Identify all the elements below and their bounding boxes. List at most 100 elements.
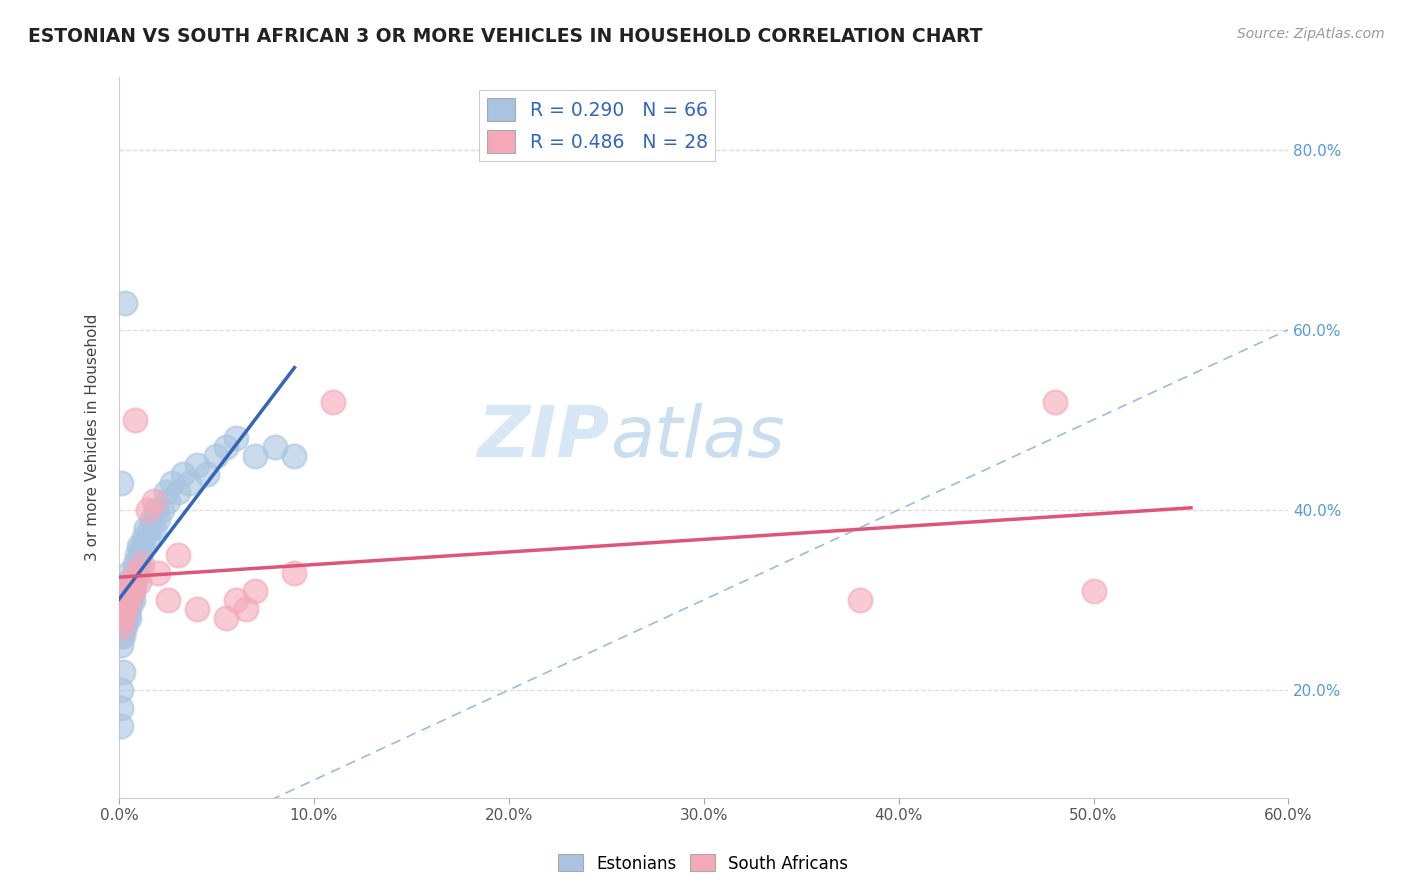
Point <box>166 548 188 562</box>
Point <box>110 620 132 634</box>
Point <box>118 593 141 607</box>
Point <box>322 394 344 409</box>
Point <box>1083 583 1105 598</box>
Point <box>111 665 134 679</box>
Point <box>195 467 218 481</box>
Point <box>124 413 146 427</box>
Text: atlas: atlas <box>610 403 785 472</box>
Point <box>114 593 136 607</box>
Point <box>110 638 132 652</box>
Point <box>848 593 870 607</box>
Point <box>155 484 177 499</box>
Point <box>186 458 208 472</box>
Point <box>135 521 157 535</box>
Point <box>150 503 173 517</box>
Point <box>145 503 167 517</box>
Point <box>146 512 169 526</box>
Legend: R = 0.290   N = 66, R = 0.486   N = 28: R = 0.290 N = 66, R = 0.486 N = 28 <box>479 90 716 161</box>
Point <box>121 583 143 598</box>
Point <box>120 574 142 589</box>
Point <box>111 620 134 634</box>
Point <box>215 611 238 625</box>
Point <box>245 449 267 463</box>
Point <box>121 574 143 589</box>
Point <box>143 521 166 535</box>
Point <box>129 548 152 562</box>
Point <box>128 539 150 553</box>
Point <box>125 566 148 580</box>
Point <box>110 611 132 625</box>
Point <box>114 602 136 616</box>
Point <box>235 602 257 616</box>
Point <box>110 629 132 643</box>
Point <box>111 593 134 607</box>
Point <box>110 611 132 625</box>
Point <box>141 512 163 526</box>
Text: ZIP: ZIP <box>478 403 610 472</box>
Point <box>124 574 146 589</box>
Point <box>166 484 188 499</box>
Point <box>136 530 159 544</box>
Point <box>110 475 132 490</box>
Point <box>115 583 138 598</box>
Point <box>283 449 305 463</box>
Y-axis label: 3 or more Vehicles in Household: 3 or more Vehicles in Household <box>86 314 100 561</box>
Point <box>225 431 247 445</box>
Point <box>128 574 150 589</box>
Point <box>110 701 132 715</box>
Point <box>110 719 132 733</box>
Point <box>118 583 141 598</box>
Point <box>118 602 141 616</box>
Point <box>225 593 247 607</box>
Point <box>110 683 132 698</box>
Point <box>156 493 179 508</box>
Point <box>111 611 134 625</box>
Point <box>120 583 142 598</box>
Point <box>115 611 138 625</box>
Point <box>110 620 132 634</box>
Point <box>118 611 141 625</box>
Point <box>121 593 143 607</box>
Point <box>186 602 208 616</box>
Point <box>114 611 136 625</box>
Text: Source: ZipAtlas.com: Source: ZipAtlas.com <box>1237 27 1385 41</box>
Point <box>114 602 136 616</box>
Point <box>139 521 162 535</box>
Point <box>160 475 183 490</box>
Point <box>115 574 138 589</box>
Point <box>124 566 146 580</box>
Point <box>146 566 169 580</box>
Point <box>128 557 150 571</box>
Point <box>120 593 142 607</box>
Point <box>118 593 141 607</box>
Point <box>118 566 141 580</box>
Point <box>111 629 134 643</box>
Point <box>115 583 138 598</box>
Point <box>283 566 305 580</box>
Point <box>111 602 134 616</box>
Point <box>131 539 153 553</box>
Point <box>114 295 136 310</box>
Point <box>172 467 194 481</box>
Point <box>124 557 146 571</box>
Point <box>245 583 267 598</box>
Point <box>120 574 142 589</box>
Point <box>131 557 153 571</box>
Point <box>205 449 228 463</box>
Point <box>264 440 287 454</box>
Point <box>111 611 134 625</box>
Point <box>215 440 238 454</box>
Point <box>179 475 201 490</box>
Point <box>125 548 148 562</box>
Text: ESTONIAN VS SOUTH AFRICAN 3 OR MORE VEHICLES IN HOUSEHOLD CORRELATION CHART: ESTONIAN VS SOUTH AFRICAN 3 OR MORE VEHI… <box>28 27 983 45</box>
Point <box>125 566 148 580</box>
Point <box>1043 394 1066 409</box>
Legend: Estonians, South Africans: Estonians, South Africans <box>551 847 855 880</box>
Point <box>114 620 136 634</box>
Point <box>111 593 134 607</box>
Point <box>121 583 143 598</box>
Point <box>134 530 156 544</box>
Point <box>115 602 138 616</box>
Point <box>143 493 166 508</box>
Point <box>156 593 179 607</box>
